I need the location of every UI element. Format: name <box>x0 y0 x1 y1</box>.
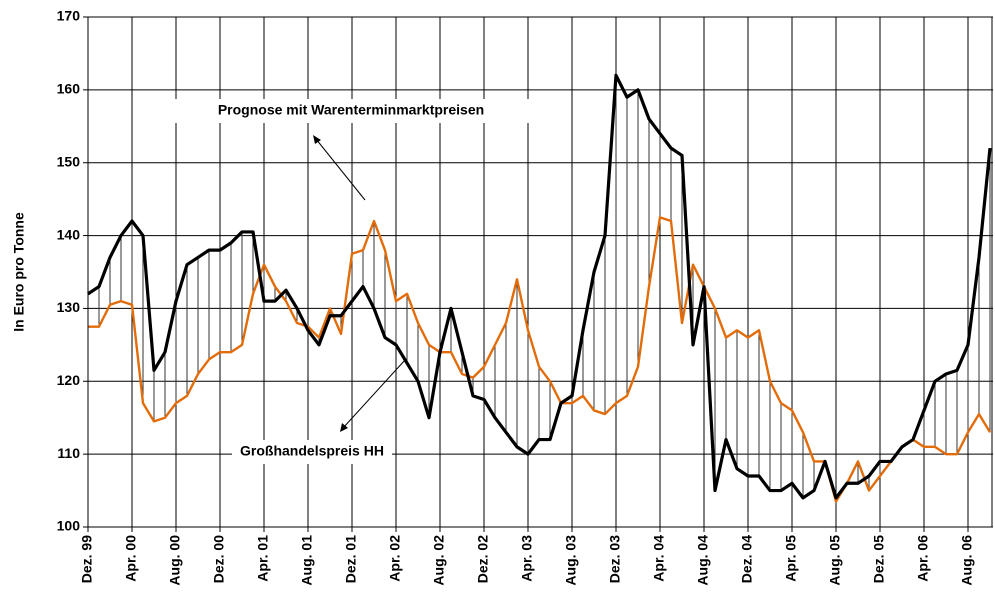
x-tick-label: Dez. 02 <box>475 535 491 583</box>
y-tick-label: 110 <box>57 445 80 461</box>
x-tick-label: Dez. 03 <box>607 535 623 583</box>
y-tick-label: 130 <box>57 299 81 315</box>
plot-area: 100 110 120 130 140 150 160 170 Dez. 99 Apr. 00 Au… <box>57 8 993 586</box>
x-tick-label: Aug. 02 <box>431 535 447 586</box>
x-tick-label: Dez. 04 <box>739 535 755 583</box>
series-annotation: Großhandelspreis HH <box>240 443 384 459</box>
y-tick-label: 160 <box>57 81 81 97</box>
x-tick-label: Dez. 99 <box>79 535 95 583</box>
x-tick-label: Aug. 03 <box>563 535 579 586</box>
y-tick-label: 120 <box>57 372 81 388</box>
label-bg <box>232 440 392 464</box>
x-tick-label: Apr. 05 <box>783 535 799 582</box>
plot-background <box>88 17 993 527</box>
x-tick-label: Aug. 06 <box>959 535 975 586</box>
y-tick-label: 170 <box>57 8 81 24</box>
x-tick-label: Dez. 00 <box>211 535 227 583</box>
label-bg <box>152 99 550 123</box>
annotation-arrow <box>315 138 366 201</box>
x-tick-label: Aug. 05 <box>827 535 843 586</box>
x-tick-label: Apr. 04 <box>651 535 667 582</box>
series-annotation: Prognose mit Warenterminmarktpreisen <box>218 102 484 118</box>
x-tick-label: Apr. 00 <box>123 535 139 582</box>
x-tick-label: Apr. 06 <box>915 535 931 582</box>
x-tick-label: Aug. 04 <box>695 535 711 586</box>
y-tick-label: 150 <box>57 153 81 169</box>
y-axis-label: In Euro pro Tonne <box>11 212 27 332</box>
annotation-arrow <box>342 359 406 429</box>
x-tick-label: Apr. 01 <box>255 535 271 582</box>
series-line <box>87 73 992 500</box>
x-tick-label: Aug. 01 <box>299 535 315 586</box>
arrow-head <box>313 135 321 144</box>
y-tick-label: 140 <box>57 226 81 242</box>
x-tick-label: Dez. 01 <box>343 535 359 583</box>
y-tick-label: 100 <box>57 518 81 534</box>
arrow-head <box>340 423 348 432</box>
x-tick-label: Apr. 03 <box>519 535 535 582</box>
x-tick-label: Apr. 02 <box>387 535 403 582</box>
plot-border <box>87 16 993 528</box>
x-tick-label: Aug. 00 <box>167 535 183 586</box>
x-tick-label: Dez. 05 <box>871 535 887 583</box>
